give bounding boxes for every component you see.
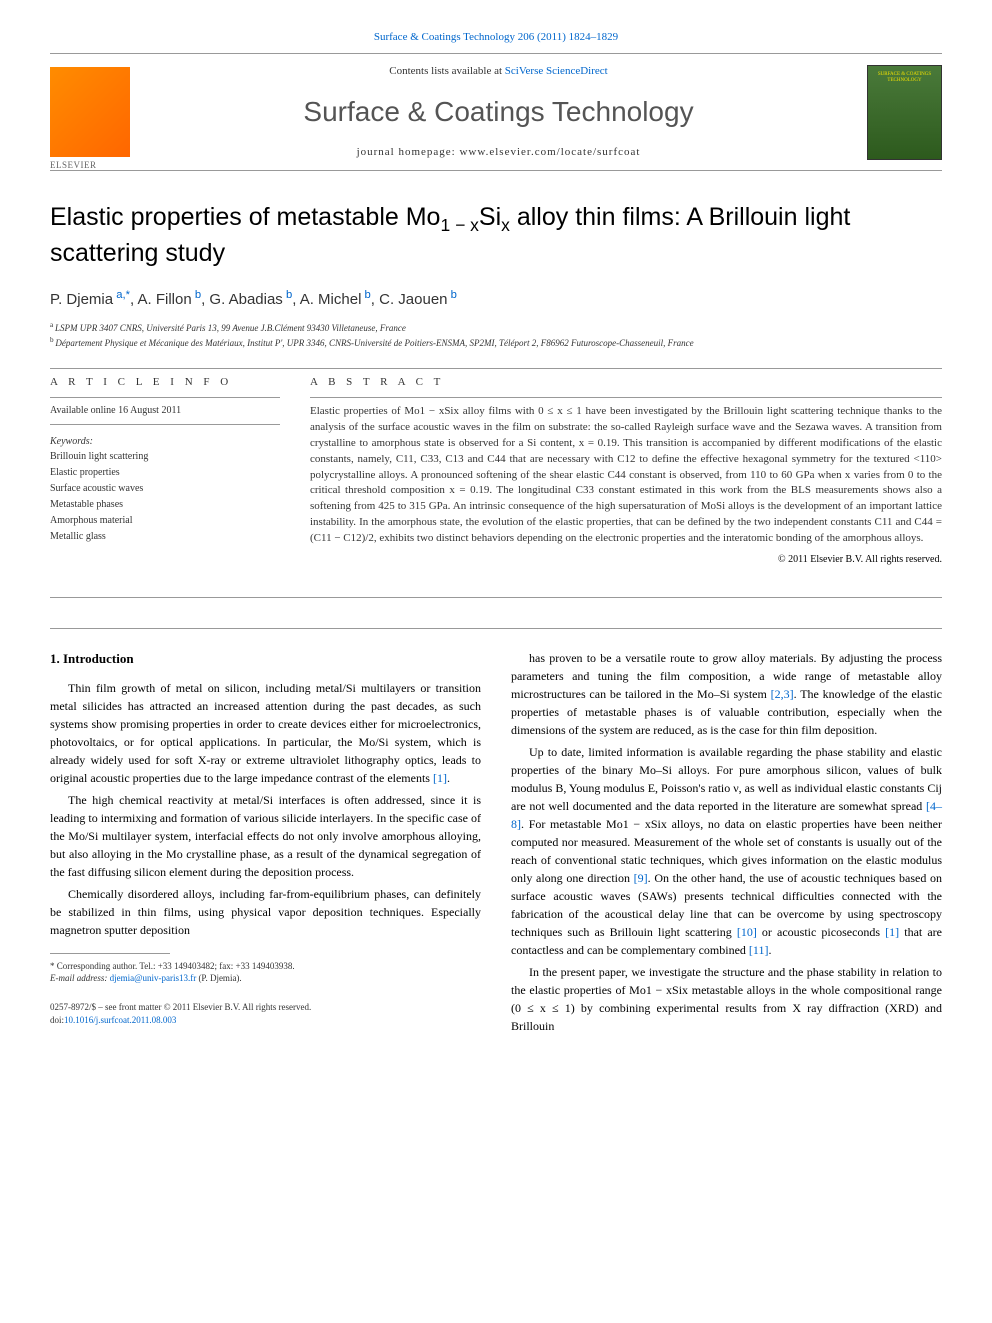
issn-line: 0257-8972/$ – see front matter © 2011 El… xyxy=(50,1001,481,1014)
email-address[interactable]: djemia@univ-paris13.fr xyxy=(110,973,197,983)
homepage-prefix: journal homepage: xyxy=(357,146,460,158)
author-name: A. Fillon xyxy=(138,291,192,308)
keyword-item: Metastable phases xyxy=(50,497,280,513)
divider-abs-bottom xyxy=(50,597,942,598)
author-affil-marker: b xyxy=(361,289,370,301)
authors-list: P. Djemia a,*, A. Fillon b, G. Abadias b… xyxy=(50,288,942,310)
reference-link[interactable]: [1] xyxy=(885,925,899,939)
contents-available: Contents lists available at SciVerse Sci… xyxy=(150,64,847,79)
keyword-item: Metallic glass xyxy=(50,529,280,545)
keywords-list: Brillouin light scatteringElastic proper… xyxy=(50,449,280,545)
keywords-label: Keywords: xyxy=(50,435,280,449)
author-name: C. Jaouen xyxy=(379,291,447,308)
title-text-1: Elastic properties of metastable Mo xyxy=(50,203,440,231)
journal-cover-thumbnail[interactable] xyxy=(867,65,942,160)
doi-link[interactable]: 10.1016/j.surfcoat.2011.08.003 xyxy=(64,1015,176,1025)
paragraph: Up to date, limited information is avail… xyxy=(511,743,942,959)
abstract-copyright: © 2011 Elsevier B.V. All rights reserved… xyxy=(310,553,942,567)
article-info-header: A R T I C L E I N F O xyxy=(50,375,280,390)
header-center: Contents lists available at SciVerse Sci… xyxy=(130,64,867,160)
doi-label: doi: xyxy=(50,1015,64,1025)
reference-link[interactable]: [10] xyxy=(737,925,757,939)
keyword-item: Brillouin light scattering xyxy=(50,449,280,465)
journal-header: Contents lists available at SciVerse Sci… xyxy=(50,53,942,171)
paragraph: Chemically disordered alloys, including … xyxy=(50,885,481,939)
title-sub-2: x xyxy=(501,215,510,235)
email-name: (P. Djemia). xyxy=(196,973,242,983)
article-title: Elastic properties of metastable Mo1 − x… xyxy=(50,201,942,269)
sciencedirect-link[interactable]: SciVerse ScienceDirect xyxy=(505,65,608,77)
bottom-meta: 0257-8972/$ – see front matter © 2011 El… xyxy=(50,1001,481,1026)
divider-info-1 xyxy=(50,397,280,398)
doi-line: doi:10.1016/j.surfcoat.2011.08.003 xyxy=(50,1014,481,1027)
body-columns: 1. Introduction Thin film growth of meta… xyxy=(50,649,942,1039)
paragraph: The high chemical reactivity at metal/Si… xyxy=(50,791,481,881)
left-column: 1. Introduction Thin film growth of meta… xyxy=(50,649,481,1039)
title-sub-1: 1 − x xyxy=(440,215,478,235)
author-affil-marker: b xyxy=(283,289,292,301)
keyword-item: Amorphous material xyxy=(50,513,280,529)
body-separator xyxy=(50,628,942,629)
info-abstract-row: A R T I C L E I N F O Available online 1… xyxy=(50,375,942,567)
paragraph: has proven to be a versatile route to gr… xyxy=(511,649,942,739)
journal-citation[interactable]: Surface & Coatings Technology 206 (2011)… xyxy=(50,30,942,45)
email-line: E-mail address: djemia@univ-paris13.fr (… xyxy=(50,972,481,985)
author-affil-marker: b xyxy=(192,289,201,301)
homepage-url[interactable]: www.elsevier.com/locate/surfcoat xyxy=(459,146,640,158)
affiliations: a LSPM UPR 3407 CNRS, Université Paris 1… xyxy=(50,320,942,351)
abstract-header: A B S T R A C T xyxy=(310,375,942,390)
divider-info-2 xyxy=(50,424,280,425)
contents-prefix: Contents lists available at xyxy=(389,65,504,77)
affiliation-line: a LSPM UPR 3407 CNRS, Université Paris 1… xyxy=(50,320,942,335)
section-number: 1. xyxy=(50,651,60,666)
divider-top xyxy=(50,368,942,369)
affiliation-line: b Département Physique et Mécanique des … xyxy=(50,335,942,350)
divider-abs-1 xyxy=(310,397,942,398)
right-column: has proven to be a versatile route to gr… xyxy=(511,649,942,1039)
corresponding-author: * Corresponding author. Tel.: +33 149403… xyxy=(50,960,481,973)
author-name: A. Michel xyxy=(300,291,362,308)
abstract-column: A B S T R A C T Elastic properties of Mo… xyxy=(310,375,942,567)
reference-link[interactable]: [11] xyxy=(749,943,769,957)
keyword-item: Elastic properties xyxy=(50,465,280,481)
reference-link[interactable]: [4–8] xyxy=(511,799,942,831)
section-heading: 1. Introduction xyxy=(50,649,481,669)
article-info-column: A R T I C L E I N F O Available online 1… xyxy=(50,375,280,567)
abstract-text: Elastic properties of Mo1 − xSix alloy f… xyxy=(310,404,942,547)
reference-link[interactable]: [2,3] xyxy=(771,687,794,701)
title-text-2: Si xyxy=(479,203,501,231)
email-label: E-mail address: xyxy=(50,973,110,983)
author-name: G. Abadias xyxy=(209,291,282,308)
author-name: P. Djemia xyxy=(50,291,113,308)
journal-homepage: journal homepage: www.elsevier.com/locat… xyxy=(150,145,847,160)
elsevier-logo[interactable] xyxy=(50,67,130,157)
section-title: Introduction xyxy=(63,651,134,666)
paragraph: In the present paper, we investigate the… xyxy=(511,963,942,1035)
keyword-item: Surface acoustic waves xyxy=(50,481,280,497)
available-online: Available online 16 August 2011 xyxy=(50,404,280,418)
author-affil-marker: a,* xyxy=(113,289,130,301)
reference-link[interactable]: [9] xyxy=(634,871,648,885)
author-affil-marker: b xyxy=(448,289,457,301)
footnote-separator xyxy=(50,953,170,954)
journal-title: Surface & Coatings Technology xyxy=(150,92,847,131)
paragraph: Thin film growth of metal on silicon, in… xyxy=(50,679,481,787)
reference-link[interactable]: [1] xyxy=(433,771,447,785)
